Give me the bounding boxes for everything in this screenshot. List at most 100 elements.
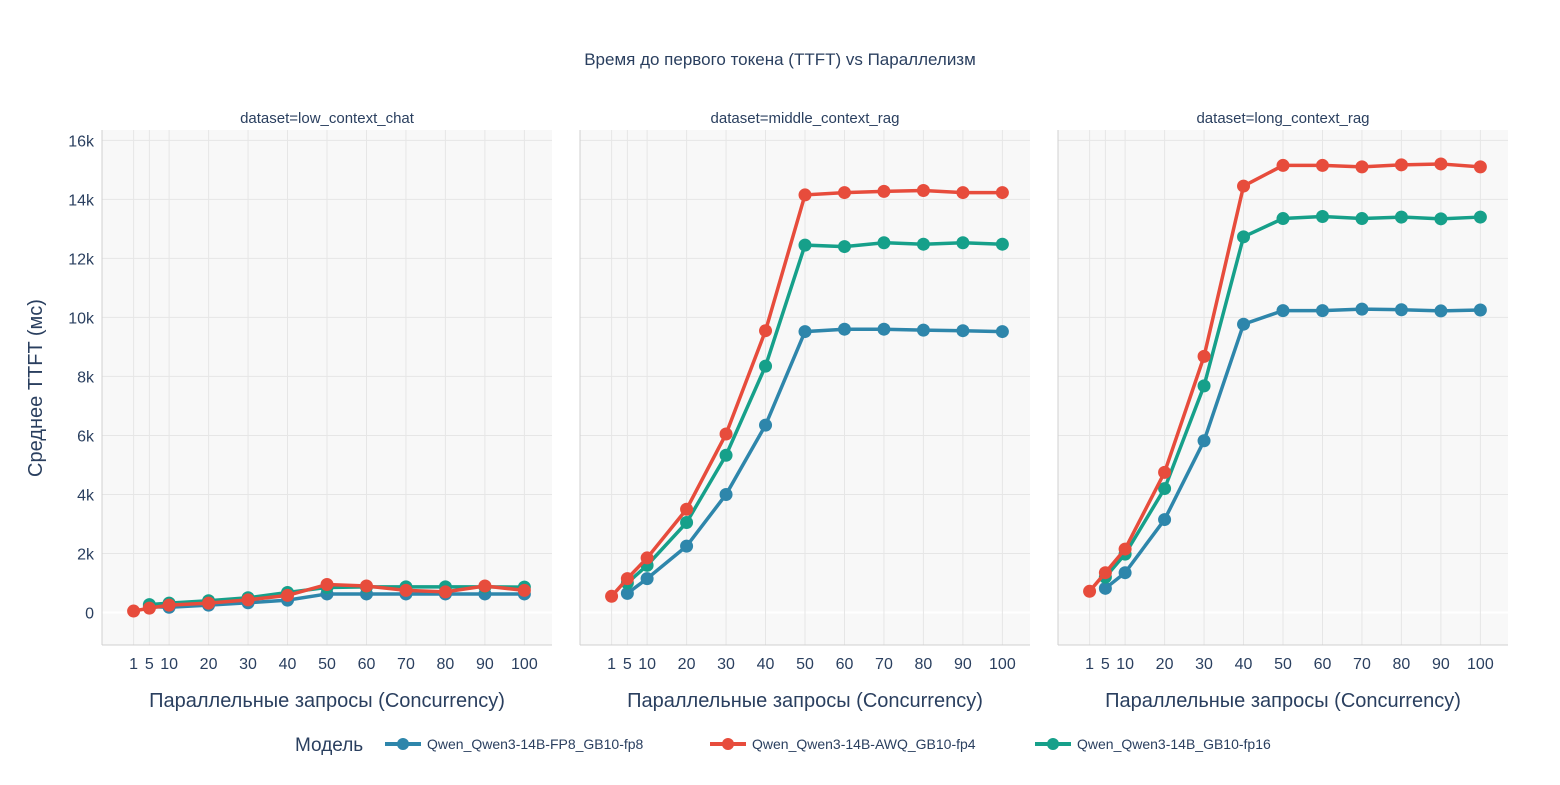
x-tick-label: 20 [678, 656, 696, 673]
legend-label: Qwen_Qwen3-14B_GB10-fp16 [1077, 736, 1271, 752]
x-tick-label: 50 [318, 656, 336, 673]
x-tick-label: 80 [915, 656, 933, 673]
x-tick-label: 20 [200, 656, 218, 673]
data-point [1237, 230, 1251, 244]
data-point [438, 585, 452, 599]
data-point [680, 516, 694, 530]
x-tick-label: 50 [1274, 656, 1292, 673]
data-point [1394, 210, 1408, 224]
y-tick-label: 16k [68, 133, 95, 150]
data-point [1118, 566, 1132, 580]
data-point [995, 325, 1009, 339]
data-point [399, 583, 413, 597]
x-tick-label: 5 [1101, 656, 1110, 673]
x-tick-label: 30 [717, 656, 735, 673]
data-point [916, 323, 930, 337]
data-point [837, 322, 851, 336]
y-tick-label: 12k [68, 251, 95, 268]
x-axis-label: Параллельные запросы (Concurrency) [1105, 690, 1461, 712]
series-0 [620, 322, 1009, 600]
series-0 [1098, 302, 1487, 595]
data-point [759, 359, 773, 373]
data-point [478, 579, 492, 593]
data-point [1237, 317, 1251, 331]
data-point [1355, 302, 1369, 316]
data-point [916, 184, 930, 198]
data-point [1197, 349, 1211, 363]
legend-item: Qwen_Qwen3-14B-FP8_GB10-fp8 [385, 736, 644, 752]
data-point [127, 604, 141, 618]
data-point [1315, 209, 1329, 223]
data-point [877, 184, 891, 198]
x-tick-label: 30 [239, 656, 257, 673]
x-axis-label: Параллельные запросы (Concurrency) [149, 690, 505, 712]
data-point [640, 551, 654, 565]
legend-marker [1047, 738, 1059, 750]
y-tick-label: 0 [85, 606, 94, 623]
x-axis-label: Параллельные запросы (Concurrency) [627, 690, 983, 712]
series-1 [605, 184, 1009, 603]
data-point [956, 236, 970, 250]
panel-title: dataset=middle_context_rag [711, 110, 900, 127]
panel-0: 0 2k 4k 6k 8k 10k 12k 14k 16k 1 5 10 20 30 40 50 60 70 80 9… [68, 110, 552, 712]
y-tick-label: 6k [77, 428, 95, 445]
x-tick-label: 1 [607, 656, 616, 673]
x-tick-label: 1 [129, 656, 138, 673]
data-point [162, 598, 176, 612]
legend-marker [397, 738, 409, 750]
data-point [1315, 304, 1329, 318]
legend-label: Qwen_Qwen3-14B-FP8_GB10-fp8 [427, 736, 644, 752]
series-1 [127, 577, 531, 618]
data-point [916, 237, 930, 251]
data-point [1083, 584, 1097, 598]
x-tick-label: 1 [1085, 656, 1094, 673]
y-tick-label: 10k [68, 310, 95, 327]
data-point [620, 586, 634, 600]
y-tick-label: 14k [68, 192, 95, 209]
x-tick-label: 10 [638, 656, 656, 673]
x-tick-label: 80 [437, 656, 455, 673]
data-point [759, 418, 773, 432]
data-point [1473, 303, 1487, 317]
legend: Модель Qwen_Qwen3-14B-FP8_GB10-fp8 Qwen_Q… [295, 735, 1271, 756]
data-point [798, 238, 812, 252]
panel-title: dataset=long_context_rag [1196, 110, 1369, 127]
data-point [1276, 304, 1290, 318]
data-point [1473, 160, 1487, 174]
y-axis-label: Среднее TTFT (мс) [25, 299, 47, 477]
data-point [1473, 210, 1487, 224]
data-point [759, 324, 773, 338]
x-tick-label: 40 [1235, 656, 1253, 673]
data-point [837, 186, 851, 200]
data-point [877, 236, 891, 250]
data-point [1355, 160, 1369, 174]
series-2 [1098, 209, 1487, 584]
data-point [320, 577, 334, 591]
data-point [1276, 158, 1290, 172]
data-point [798, 325, 812, 339]
data-point [1276, 212, 1290, 226]
legend-item: Qwen_Qwen3-14B_GB10-fp16 [1035, 736, 1271, 752]
legend-title: Модель [295, 735, 363, 756]
data-point [1394, 303, 1408, 317]
x-tick-label: 30 [1195, 656, 1213, 673]
x-tick-label: 90 [476, 656, 494, 673]
data-point [719, 427, 733, 441]
x-tick-label: 70 [397, 656, 415, 673]
x-tick-label: 10 [1116, 656, 1134, 673]
data-point [1158, 482, 1172, 496]
x-tick-label: 100 [1467, 656, 1494, 673]
data-point [142, 601, 156, 615]
x-tick-label: 90 [954, 656, 972, 673]
data-point [995, 237, 1009, 251]
panel-1: 1 5 10 20 30 40 50 60 70 80 90 100 dataset=middle_co… [579, 110, 1030, 712]
data-point [640, 572, 654, 586]
data-point [241, 593, 255, 607]
x-tick-label: 100 [989, 656, 1016, 673]
data-point [995, 186, 1009, 200]
x-tick-label: 40 [757, 656, 775, 673]
y-tick-label: 8k [77, 369, 95, 386]
data-point [1434, 157, 1448, 171]
data-point [1237, 179, 1251, 193]
